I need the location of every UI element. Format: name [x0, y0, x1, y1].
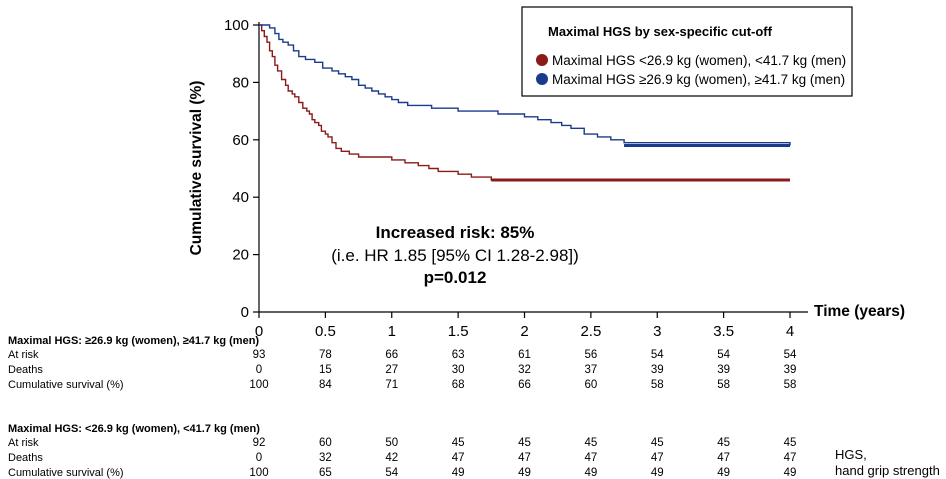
risk-row-label: Deaths	[8, 452, 43, 464]
annotation-risk: Increased risk: 85%	[376, 223, 535, 242]
y-tick-label: 80	[232, 74, 249, 91]
risk-cell: 15	[319, 364, 332, 376]
series-line-high-hgs	[259, 24, 791, 146]
risk-cell: 45	[717, 437, 730, 449]
risk-cell: 61	[518, 349, 531, 361]
y-tick-label: 0	[241, 304, 249, 321]
risk-cell: 47	[784, 452, 797, 464]
x-tick-label: 3	[653, 323, 661, 340]
series-line-low-hgs	[259, 24, 790, 181]
risk-cell: 93	[253, 349, 266, 361]
risk-cell: 45	[518, 437, 531, 449]
x-tick-label: 4	[786, 323, 794, 340]
x-tick-label: 0.5	[315, 323, 336, 340]
risk-cell: 66	[518, 379, 531, 391]
x-tick-label: 3.5	[713, 323, 734, 340]
risk-row-label: At risk	[8, 437, 39, 449]
legend-marker-high-hgs	[536, 73, 548, 85]
y-tick-label: 40	[232, 189, 249, 206]
risk-cell: 42	[385, 452, 398, 464]
risk-group-title: Maximal HGS: <26.9 kg (women), <41.7 kg …	[8, 423, 260, 435]
survival-curves	[259, 24, 791, 182]
legend: Maximal HGS by sex-specific cut-off Maxi…	[521, 6, 853, 97]
legend-entry-high-hgs: Maximal HGS ≥26.9 kg (women), ≥41.7 kg (…	[552, 72, 845, 87]
risk-cell: 68	[452, 379, 465, 391]
risk-cell: 47	[518, 452, 531, 464]
legend-title: Maximal HGS by sex-specific cut-off	[548, 24, 773, 39]
risk-cell: 58	[651, 379, 664, 391]
risk-cell: 63	[452, 349, 465, 361]
y-tick-label: 100	[224, 17, 249, 34]
risk-cell: 39	[717, 364, 730, 376]
x-tick-label: 2	[520, 323, 528, 340]
risk-cell: 54	[651, 349, 664, 361]
x-tick-label: 1.5	[448, 323, 469, 340]
footnote-definition: hand grip strength	[835, 463, 940, 478]
risk-cell: 49	[452, 467, 465, 479]
risk-cell: 45	[651, 437, 664, 449]
risk-cell: 39	[651, 364, 664, 376]
footnote: HGS, hand grip strength	[835, 447, 940, 478]
risk-cell: 100	[249, 467, 268, 479]
legend-box	[521, 6, 853, 97]
risk-cell: 54	[385, 467, 398, 479]
risk-cell: 49	[651, 467, 664, 479]
risk-group-title: Maximal HGS: ≥26.9 kg (women), ≥41.7 kg …	[8, 335, 259, 347]
y-axis-title: Cumulative survival (%)	[188, 81, 205, 256]
hazard-annotation: Increased risk: 85% (i.e. HR 1.85 [95% C…	[331, 223, 579, 287]
risk-cell: 56	[584, 349, 597, 361]
axes: 0 20 40 60 80 100 0 0.5 1 1.5 2 2.5 3 3.5 4 Time (years…	[188, 17, 905, 340]
risk-cell: 49	[584, 467, 597, 479]
risk-cell: 84	[319, 379, 332, 391]
annotation-hr: (i.e. HR 1.85 [95% CI 1.28-2.98])	[331, 246, 579, 265]
risk-cell: 45	[452, 437, 465, 449]
risk-row-label: At risk	[8, 349, 39, 361]
risk-cell: 49	[717, 467, 730, 479]
legend-marker-low-hgs	[536, 54, 548, 66]
risk-row-label: Cumulative survival (%)	[8, 467, 124, 479]
risk-cell: 49	[784, 467, 797, 479]
risk-cell: 37	[584, 364, 597, 376]
risk-cell: 47	[452, 452, 465, 464]
risk-cell: 92	[253, 437, 266, 449]
risk-cell: 78	[319, 349, 332, 361]
risk-cell: 0	[256, 452, 262, 464]
y-tick-label: 20	[232, 247, 249, 264]
risk-cell: 47	[584, 452, 597, 464]
risk-cell: 30	[452, 364, 465, 376]
risk-cell: 0	[256, 364, 262, 376]
x-axis-title: Time (years)	[814, 303, 905, 320]
risk-cell: 27	[385, 364, 398, 376]
risk-cell: 65	[319, 467, 332, 479]
risk-cell: 71	[385, 379, 398, 391]
risk-cell: 47	[717, 452, 730, 464]
x-tick-label: 2.5	[580, 323, 601, 340]
risk-cell: 47	[651, 452, 664, 464]
risk-cell: 45	[584, 437, 597, 449]
risk-cell: 45	[784, 437, 797, 449]
footnote-abbrev: HGS,	[835, 447, 867, 462]
risk-cell: 49	[518, 467, 531, 479]
risk-cell: 60	[319, 437, 332, 449]
risk-cell: 54	[784, 349, 797, 361]
risk-cell: 32	[319, 452, 332, 464]
risk-cell: 50	[385, 437, 398, 449]
risk-cell: 39	[784, 364, 797, 376]
risk-row-label: Cumulative survival (%)	[8, 379, 124, 391]
risk-cell: 60	[584, 379, 597, 391]
risk-cell: 54	[717, 349, 730, 361]
x-tick-label: 0	[255, 323, 263, 340]
annotation-p-value: p=0.012	[424, 268, 487, 287]
risk-cell: 66	[385, 349, 398, 361]
legend-entry-low-hgs: Maximal HGS <26.9 kg (women), <41.7 kg (…	[552, 53, 846, 68]
risk-row-label: Deaths	[8, 364, 43, 376]
y-tick-label: 60	[232, 132, 249, 149]
risk-cell: 32	[518, 364, 531, 376]
risk-cell: 100	[249, 379, 268, 391]
risk-table: Maximal HGS: ≥26.9 kg (women), ≥41.7 kg …	[8, 335, 797, 479]
x-tick-label: 1	[388, 323, 396, 340]
risk-cell: 58	[717, 379, 730, 391]
risk-cell: 58	[784, 379, 797, 391]
